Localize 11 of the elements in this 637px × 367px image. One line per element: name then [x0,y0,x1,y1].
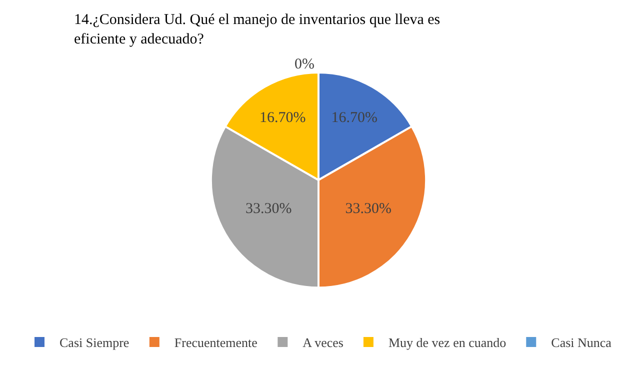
data-label: 16.70% [331,110,378,126]
data-label: 33.30% [345,200,392,217]
data-label: 16.70% [259,110,306,126]
legend-label: Casi Siempre [60,335,130,350]
chart-title: 14.¿Considera Ud. Qué el manejo de inventarios que lleva es eficiente y adecuado? [74,12,440,48]
data-label: 33.30% [245,200,292,217]
legend-label: A veces [302,335,344,350]
legend-label: Frecuentemente [174,335,258,350]
legend-label: Muy de vez en cuando [388,335,506,350]
legend-label: Casi Nunca [551,335,612,350]
text: 0% [294,56,314,72]
